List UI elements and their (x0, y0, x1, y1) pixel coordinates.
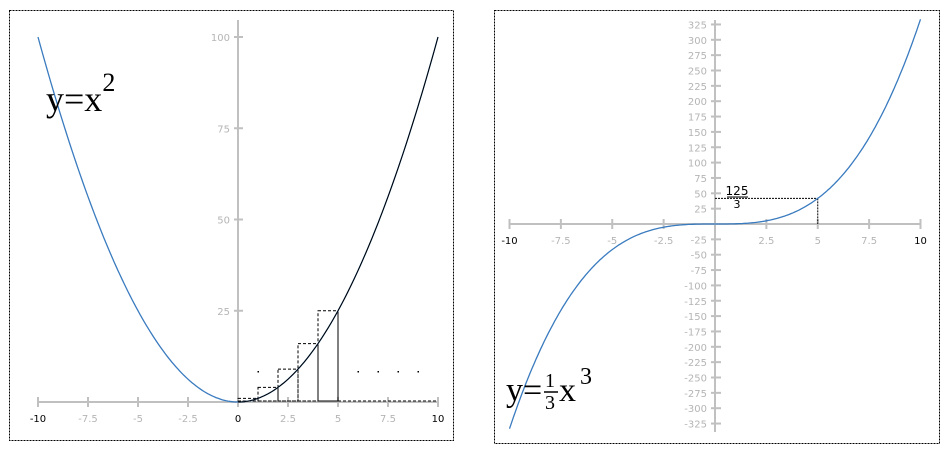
riemann-rectangle (297, 343, 319, 402)
y-tick-label: -250 (684, 374, 707, 385)
svg-text:1: 1 (545, 370, 555, 392)
dot-marker (377, 371, 379, 373)
x-tick-label: -2.5 (178, 414, 198, 425)
y-tick-label: -175 (684, 327, 707, 338)
y-tick-label: 100 (688, 159, 707, 170)
svg-text:3: 3 (545, 392, 555, 414)
svg-text:3: 3 (734, 198, 741, 211)
y-tick-label: 275 (688, 51, 707, 62)
y-tick-label: -225 (684, 358, 707, 369)
x-tick-label: -5 (607, 236, 617, 247)
x-tick-label: 7.5 (380, 414, 396, 425)
y-tick-label: 50 (694, 189, 707, 200)
x-tick-label: -10 (30, 414, 46, 425)
x-tick-label: 10 (914, 236, 927, 247)
y-tick-label: 125 (688, 143, 707, 154)
dot-marker (397, 371, 399, 373)
x-tick-label: 7.5 (861, 236, 877, 247)
x-tick-label: 5 (335, 414, 341, 425)
x-tick-label: -7.5 (551, 236, 571, 247)
y-tick-label: 25 (217, 307, 230, 318)
x-tick-label: 0 (235, 414, 241, 425)
cubic-curve (508, 19, 922, 429)
y-tick-label: -275 (684, 389, 707, 400)
x-tick-label: -7.5 (78, 414, 98, 425)
svg-text:y=: y= (506, 372, 542, 409)
y-tick-label: -200 (684, 343, 707, 354)
x-tick-label: -5 (133, 414, 143, 425)
y-tick-label: -325 (684, 420, 707, 431)
svg-text:x: x (559, 372, 576, 409)
y-tick-label: 75 (694, 174, 707, 185)
riemann-rectangle (317, 310, 339, 402)
svg-text:125: 125 (726, 184, 749, 198)
y-tick-label: 50 (217, 216, 230, 227)
x-tick-label: 10 (432, 414, 445, 425)
x-tick-label: 2.5 (758, 236, 774, 247)
y-tick-label: 150 (688, 128, 707, 139)
parabola-overlay-curve (238, 36, 439, 403)
y-tick-label: -300 (684, 404, 707, 415)
y-tick-label: 175 (688, 113, 707, 124)
y-tick-label: 75 (217, 124, 230, 135)
dot-marker (357, 371, 359, 373)
left-panel-border (9, 10, 454, 441)
y-tick-label: 200 (688, 97, 707, 108)
x-tick-label: 5 (815, 236, 821, 247)
cubic-chart: -10 -7.5 -5 -2.5 2.5 5 7.5 10325300275250225200… (501, 19, 927, 432)
y-tick-label: -125 (684, 297, 707, 308)
y-tick-label: 250 (688, 67, 707, 78)
y-tick-label: -50 (691, 251, 707, 262)
y-tick-label: 225 (688, 82, 707, 93)
y-tick-label: -25 (691, 235, 707, 246)
y-tick-label: -100 (684, 281, 707, 292)
riemann-rectangle (277, 368, 299, 402)
right-panel-border (494, 10, 940, 444)
x-tick-label: -10 (501, 236, 517, 247)
y-tick-label: 25 (694, 205, 707, 216)
svg-text:3: 3 (580, 364, 592, 390)
x-tick-label: 2.5 (280, 414, 296, 425)
y-tick-label: 300 (688, 36, 707, 47)
y-tick-label: 325 (688, 20, 707, 31)
y-tick-label: -75 (691, 266, 707, 277)
cubic-formula: y= 1 3 x 3 (506, 364, 592, 414)
y-tick-label: -150 (684, 312, 707, 323)
parabola-formula: y=x2 (46, 68, 115, 119)
dot-marker (417, 371, 419, 373)
dot-marker (257, 371, 259, 373)
parabola-chart: -10 -7.5 -5 -2.5 0 2.5 5 7.5 10 25 50 75 100 (30, 20, 445, 425)
marked-value-label: 125 3 (726, 184, 749, 211)
y-tick-label: 100 (211, 33, 230, 44)
x-tick-label: -2.5 (654, 236, 674, 247)
